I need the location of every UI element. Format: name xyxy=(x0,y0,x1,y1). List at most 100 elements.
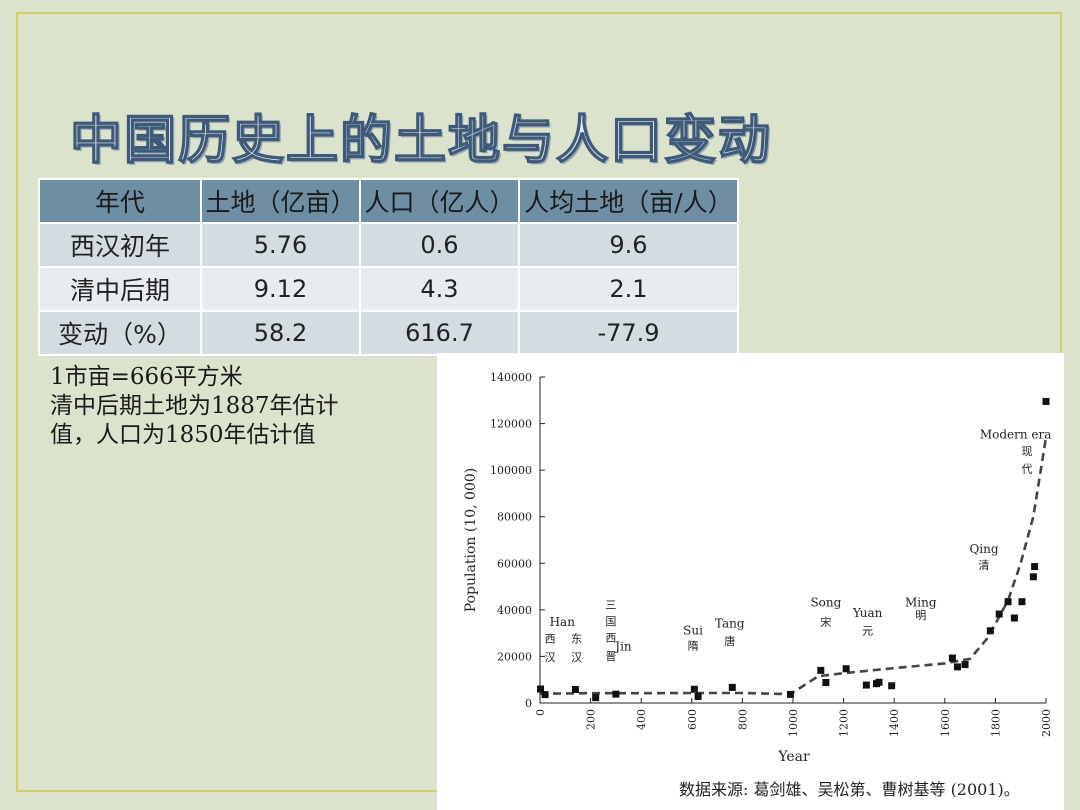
data-point xyxy=(592,694,600,702)
dynasty-label: Modern era xyxy=(980,428,1052,442)
y-tick-label: 80000 xyxy=(497,511,532,524)
dynasty-label: 国 xyxy=(605,615,616,628)
header-land: 土地（亿亩） xyxy=(200,178,361,224)
note-line: 1市亩=666平方米 xyxy=(50,364,243,390)
y-tick-label: 100000 xyxy=(490,464,532,477)
dynasty-label: 西 xyxy=(545,632,556,645)
dynasty-label: Han xyxy=(550,615,576,629)
population-chart: 0 20000 40000 60000 80000 100000 120000 140000 0… xyxy=(463,371,1053,799)
x-tick-label: 800 xyxy=(736,709,749,730)
data-point xyxy=(694,692,702,700)
row-land: 5.76 xyxy=(200,222,361,268)
data-point xyxy=(571,685,579,693)
data-point xyxy=(690,685,698,693)
y-tick-label: 20000 xyxy=(497,650,532,663)
x-tick-label: 200 xyxy=(585,709,598,730)
y-tick-label: 120000 xyxy=(490,418,532,431)
row-era: 变动（%） xyxy=(38,310,202,356)
data-point xyxy=(1031,563,1039,571)
data-point xyxy=(986,627,994,635)
dynasty-label: 西 xyxy=(605,631,616,644)
data-point xyxy=(948,654,956,662)
x-tick-label: 1000 xyxy=(787,709,800,737)
dynasty-label: 代 xyxy=(1022,462,1033,475)
row-land-per-capita: 2.1 xyxy=(518,266,739,312)
row-era: 清中后期 xyxy=(38,266,202,312)
dynasty-label: Qing xyxy=(969,542,998,556)
data-point xyxy=(995,610,1003,618)
dynasty-label: 元 xyxy=(862,624,873,637)
x-axis-label: Year xyxy=(777,749,810,765)
table-header-row: 年代 土地（亿亩） 人口（亿人） 人均土地（亩/人） xyxy=(38,178,739,224)
data-point xyxy=(1004,598,1012,606)
row-land: 9.12 xyxy=(200,266,361,312)
dynasty-label: Sui xyxy=(683,623,703,637)
data-point xyxy=(822,679,830,687)
x-tick-label: 1400 xyxy=(888,709,901,737)
data-point xyxy=(612,690,620,698)
data-point xyxy=(1018,598,1026,606)
note-line: 值，人口为1850年估计值 xyxy=(50,422,316,448)
x-tick-label: 1600 xyxy=(939,709,952,737)
row-era: 西汉初年 xyxy=(38,222,202,268)
dynasty-label: 现 xyxy=(1022,445,1033,458)
dynasty-label: Tang xyxy=(715,616,745,630)
dynasty-label: Yuan xyxy=(852,606,883,620)
land-population-table: 年代 土地（亿亩） 人口（亿人） 人均土地（亩/人） 西汉初年 5.76 0.6… xyxy=(38,178,739,356)
note-line: 清中后期土地为1887年估计 xyxy=(50,393,339,419)
header-population: 人口（亿人） xyxy=(359,178,520,224)
y-tick-label: 40000 xyxy=(497,604,532,617)
data-point xyxy=(953,663,961,671)
row-population: 0.6 xyxy=(359,222,520,268)
x-tick-label: 600 xyxy=(686,709,699,730)
dynasty-label: Song xyxy=(810,595,841,609)
data-point xyxy=(888,682,896,690)
x-tick-label: 400 xyxy=(635,709,648,730)
dynasty-label: 三 xyxy=(605,599,616,612)
y-axis-label: Population (10, 000) xyxy=(463,468,479,612)
dynasty-label: 汉 xyxy=(571,651,582,664)
y-tick-label: 140000 xyxy=(490,371,532,384)
data-point xyxy=(862,681,870,689)
dynasty-labels: Han西汉东汉三国西晋JinSui隋Tang唐Song宋Yuan元Ming明Qi… xyxy=(545,428,1052,664)
row-population: 4.3 xyxy=(359,266,520,312)
slide-title: 中国历史上的土地与人口变动 xyxy=(69,109,773,172)
table-row: 清中后期 9.12 4.3 2.1 xyxy=(38,266,739,312)
chart-axes: 0 20000 40000 60000 80000 100000 120000 140000 0… xyxy=(490,371,1053,737)
dynasty-label: 宋 xyxy=(820,615,831,629)
header-land-per-capita: 人均土地（亩/人） xyxy=(518,178,739,224)
data-point xyxy=(961,661,969,669)
data-point xyxy=(786,690,794,698)
data-point xyxy=(842,665,850,673)
dynasty-label: 晋 xyxy=(605,650,616,663)
dynasty-label: 汉 xyxy=(545,651,556,664)
x-tick-label: 1200 xyxy=(838,709,851,737)
x-tick-label: 1800 xyxy=(989,709,1002,737)
dynasty-label: Jin xyxy=(613,640,632,654)
y-tick-label: 0 xyxy=(525,697,532,710)
dynasty-label: 隋 xyxy=(688,638,699,652)
data-point xyxy=(1042,397,1050,405)
dynasty-label: Ming xyxy=(905,595,937,609)
dynasty-label: 东 xyxy=(571,632,582,645)
data-point xyxy=(817,666,825,674)
row-land-per-capita: 9.6 xyxy=(518,222,739,268)
source-note: 数据来源: 葛剑雄、吴松第、曹树基等 (2001)。 xyxy=(679,780,1020,799)
table-row: 西汉初年 5.76 0.6 9.6 xyxy=(38,222,739,268)
x-tick-label: 2000 xyxy=(1040,709,1053,737)
dynasty-label: 明 xyxy=(915,609,926,622)
y-tick-label: 60000 xyxy=(497,557,532,570)
data-point xyxy=(1029,573,1037,581)
x-tick-label: 0 xyxy=(534,709,547,716)
data-point xyxy=(728,683,736,691)
population-chart-panel: 0 20000 40000 60000 80000 100000 120000 140000 0… xyxy=(437,353,1064,810)
dynasty-label: 清 xyxy=(979,559,990,572)
data-point xyxy=(875,678,883,686)
dynasty-label: 唐 xyxy=(724,634,735,648)
row-land-per-capita: -77.9 xyxy=(518,310,739,356)
table-row: 变动（%） 58.2 616.7 -77.9 xyxy=(38,310,739,356)
data-point xyxy=(537,685,545,693)
trend-line xyxy=(539,437,1048,696)
header-era: 年代 xyxy=(38,178,202,224)
